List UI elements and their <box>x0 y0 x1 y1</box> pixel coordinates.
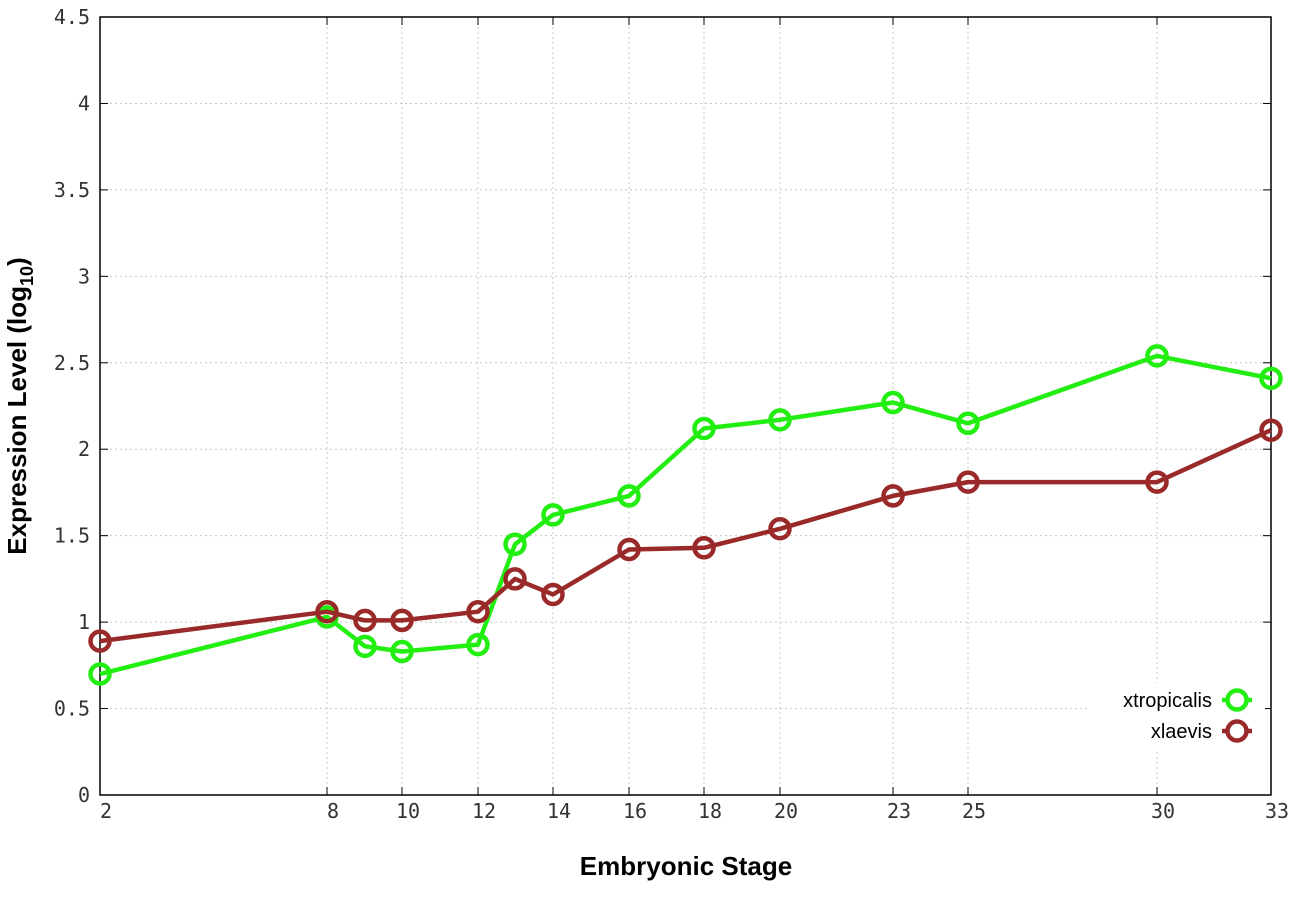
grid-lines <box>100 17 1271 795</box>
data-point-xlaevis <box>315 599 339 624</box>
x-tick-label: 14 <box>547 799 571 823</box>
series-line-xlaevis <box>99 428 1272 644</box>
x-tick-label: 10 <box>396 799 420 823</box>
tick-labels: 0 0.5 1 1.5 2 2.5 3 3.5 4 4.5 2 8 10 12 14 16 18 20 23 25 30… <box>54 5 1289 823</box>
x-tick-label: 33 <box>1265 799 1289 823</box>
y-tick-label: 4.5 <box>54 5 90 29</box>
legend-label-xlaevis: xlaevis <box>1151 721 1212 743</box>
data-point-xlaevis <box>1145 470 1169 494</box>
y-axis-title-main: Expression Level (log <box>2 286 32 555</box>
data-point-xtropicalis <box>466 632 490 657</box>
x-tick-label: 8 <box>327 799 339 823</box>
data-point-xtropicalis <box>692 416 716 441</box>
x-tick-label: 18 <box>698 799 722 823</box>
x-tick-label: 30 <box>1151 799 1175 823</box>
data-point-xlaevis <box>541 582 565 607</box>
axis-ticks <box>99 16 1272 796</box>
data-point-xlaevis <box>692 536 716 560</box>
y-tick-label: 1.5 <box>54 524 90 548</box>
y-tick-label: 0 <box>78 783 90 807</box>
data-point-xlaevis <box>956 470 980 494</box>
data-point-xtropicalis <box>956 411 980 436</box>
series-xtropicalis <box>88 344 1283 686</box>
data-point-xlaevis <box>503 567 527 591</box>
legend-marker-xtropicalis <box>1225 688 1249 712</box>
data-point-xtropicalis <box>1259 366 1283 391</box>
series-xlaevis <box>88 418 1283 653</box>
y-tick-label: 1 <box>78 610 90 634</box>
data-point-xlaevis <box>768 517 792 541</box>
data-point-xlaevis <box>88 629 112 653</box>
y-tick-label: 2.5 <box>54 351 90 375</box>
x-tick-label: 25 <box>962 799 986 823</box>
legend-label-xtropicalis: xtropicalis <box>1123 690 1212 712</box>
legend-marker-xlaevis <box>1225 719 1249 743</box>
data-point-xlaevis <box>1259 418 1283 442</box>
data-point-xlaevis <box>466 599 490 624</box>
data-point-xtropicalis <box>503 532 527 557</box>
data-point-xtropicalis <box>88 662 112 686</box>
data-point-xtropicalis <box>1145 344 1169 368</box>
data-point-xtropicalis <box>881 390 905 415</box>
data-point-xlaevis <box>617 537 641 562</box>
data-point-xtropicalis <box>768 408 792 432</box>
x-tick-label: 23 <box>887 799 911 823</box>
data-point-xlaevis <box>881 484 905 508</box>
data-point-xtropicalis <box>541 503 565 527</box>
y-tick-label: 3.5 <box>54 178 90 202</box>
legend: xtropicalis xlaevis <box>1090 683 1265 750</box>
x-axis-title: Embryonic Stage <box>580 851 792 881</box>
data-point-xlaevis <box>390 608 414 633</box>
x-tick-label: 16 <box>623 799 647 823</box>
y-tick-label: 3 <box>78 264 90 288</box>
series-line-xtropicalis <box>99 353 1272 677</box>
y-axis-title-subscript: 10 <box>17 266 37 286</box>
data-point-xtropicalis <box>390 639 414 664</box>
x-tick-label: 2 <box>100 799 112 823</box>
plot-frame <box>99 16 1272 796</box>
x-tick-label: 12 <box>472 799 496 823</box>
data-point-xlaevis <box>353 608 377 633</box>
data-point-xtropicalis <box>353 634 377 659</box>
x-tick-label: 20 <box>774 799 798 823</box>
series-layer <box>88 344 1283 686</box>
y-axis-title-close: ) <box>2 257 32 266</box>
y-tick-label: 0.5 <box>54 697 90 721</box>
data-point-xtropicalis <box>617 484 641 508</box>
y-axis-title: Expression Level (log10) <box>2 257 37 554</box>
y-tick-label: 4 <box>78 91 90 115</box>
y-tick-label: 2 <box>78 437 90 461</box>
